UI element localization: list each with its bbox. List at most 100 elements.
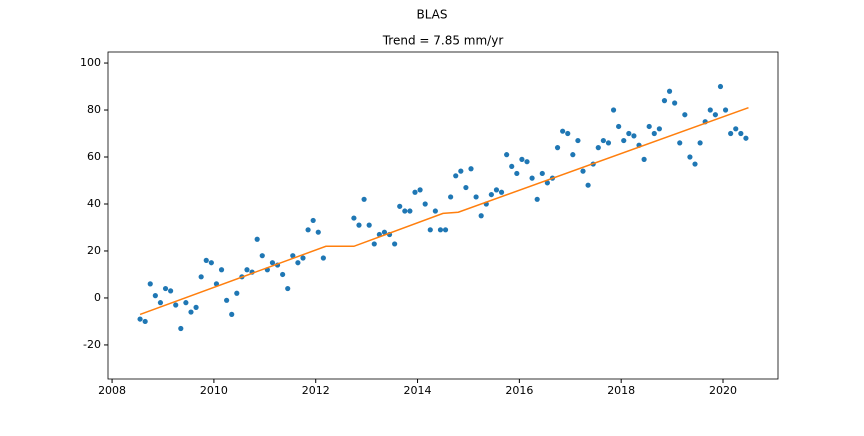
point	[631, 133, 637, 139]
point	[600, 137, 606, 144]
point	[285, 285, 291, 292]
point	[605, 140, 612, 146]
point	[356, 222, 362, 228]
point	[397, 203, 403, 209]
point	[259, 253, 265, 259]
point	[646, 123, 652, 130]
y-tick-label: 60	[87, 150, 101, 163]
point	[168, 288, 174, 294]
point	[544, 180, 550, 186]
point	[152, 293, 158, 299]
point	[539, 170, 545, 177]
point	[529, 175, 535, 181]
point	[437, 227, 444, 233]
point	[743, 135, 749, 141]
point	[254, 236, 260, 242]
point	[290, 253, 296, 259]
point	[717, 83, 724, 90]
point	[595, 145, 601, 151]
point	[448, 194, 454, 200]
chart-subtitle: Trend = 7.85 mm/yr	[382, 34, 504, 48]
trend-line	[139, 106, 749, 316]
point	[361, 196, 367, 202]
point	[697, 140, 703, 146]
point	[458, 168, 464, 174]
point	[651, 130, 657, 137]
point	[320, 255, 326, 261]
x-tick-label: 2020	[709, 384, 737, 397]
point	[626, 130, 632, 137]
point	[203, 257, 209, 263]
point	[534, 196, 540, 202]
point	[682, 112, 688, 118]
chart-title: BLAS	[416, 8, 447, 22]
point	[677, 140, 683, 146]
point	[498, 189, 505, 195]
point	[560, 128, 566, 134]
point	[300, 255, 306, 261]
point	[193, 304, 199, 310]
point	[687, 154, 693, 160]
y-tick-label: 80	[87, 103, 101, 116]
point	[392, 241, 398, 247]
point	[147, 281, 153, 287]
point	[478, 213, 484, 219]
point	[453, 173, 459, 179]
point	[504, 152, 510, 158]
point	[514, 170, 520, 177]
y-tick-label: 40	[87, 197, 101, 210]
point	[616, 123, 622, 130]
point	[468, 166, 474, 172]
point	[733, 126, 739, 132]
point	[565, 130, 571, 137]
y-tick-label: 0	[94, 291, 101, 304]
point	[310, 217, 316, 224]
point	[666, 88, 673, 94]
point	[488, 191, 494, 198]
point	[305, 227, 311, 233]
point	[554, 145, 561, 151]
point	[173, 302, 179, 308]
point	[519, 156, 525, 162]
point	[315, 229, 321, 235]
point	[402, 208, 408, 214]
point	[157, 300, 164, 306]
point	[178, 325, 184, 332]
point	[580, 168, 586, 174]
point	[661, 98, 668, 104]
y-tick-label: 20	[87, 244, 101, 257]
point	[728, 130, 734, 137]
point	[351, 215, 357, 221]
point	[208, 260, 214, 266]
point	[234, 290, 240, 296]
point	[407, 208, 413, 214]
point	[585, 182, 591, 188]
point	[224, 297, 230, 303]
point	[269, 260, 276, 266]
x-tick-label: 2010	[200, 384, 228, 397]
point	[280, 271, 286, 278]
x-tick-label: 2012	[302, 384, 330, 397]
axes-frame	[107, 51, 779, 380]
point	[295, 260, 301, 266]
point	[692, 161, 698, 167]
point	[707, 107, 713, 113]
point	[162, 285, 169, 292]
point	[422, 201, 428, 207]
point	[509, 163, 515, 170]
point	[641, 156, 647, 162]
x-tick-label: 2016	[505, 384, 533, 397]
point	[570, 152, 576, 158]
point	[621, 137, 627, 144]
y-tick-label: -20	[83, 338, 101, 351]
x-tick-label: 2018	[607, 384, 635, 397]
x-tick-label: 2008	[98, 384, 126, 397]
x-tick-label: 2014	[404, 384, 432, 397]
point	[412, 189, 418, 195]
point	[417, 187, 423, 193]
point	[524, 159, 530, 165]
point	[427, 227, 433, 233]
point	[672, 100, 678, 106]
point	[381, 229, 388, 235]
